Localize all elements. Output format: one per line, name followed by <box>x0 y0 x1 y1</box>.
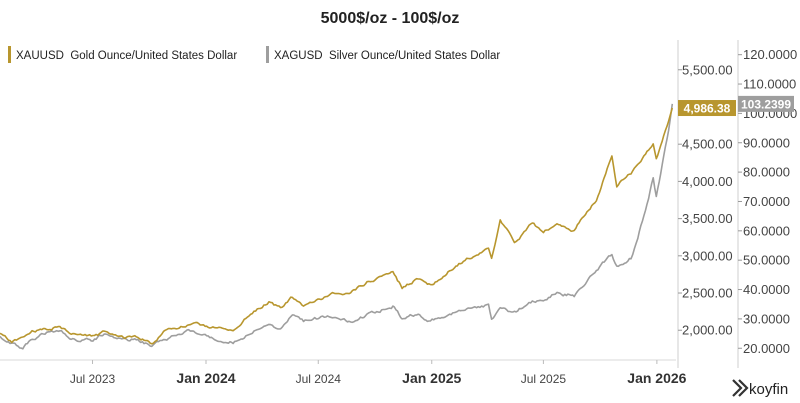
x-axis-tick-label: Jul 2024 <box>296 372 342 386</box>
x-axis-tick-label: Jan 2026 <box>627 370 686 386</box>
right-axis-tick-label: 120.0000 <box>743 47 797 62</box>
right-axis-tick-label: 50.0000 <box>743 253 790 268</box>
right-axis-tick-label: 60.0000 <box>743 223 790 238</box>
koyfin-logo-icon <box>732 379 749 397</box>
right-axis-tick-label: 40.0000 <box>743 282 790 297</box>
x-axis-tick-label: Jul 2023 <box>70 372 116 386</box>
left-axis-tick-label: 2,000.00 <box>682 323 733 338</box>
legend-gold-label: XAUUSD Gold Ounce/United States Dollar <box>16 50 237 62</box>
chart-title: 5000$/oz - 100$/oz <box>321 10 460 27</box>
right-axis-tick-label: 30.0000 <box>743 311 790 326</box>
left-axis-tick-label: 4,000.00 <box>682 174 733 189</box>
koyfin-logo: koyfin <box>732 379 788 398</box>
right-axis-tick-label: 90.0000 <box>743 135 790 150</box>
silver-last-value-badge <box>738 95 794 112</box>
gold-series-line <box>0 107 674 345</box>
gold-last-value-text: 4,986.38 <box>684 102 731 116</box>
left-axis-tick-label: 3,500.00 <box>682 211 733 226</box>
legend-gold-swatch <box>8 46 11 63</box>
left-axis-tick-label: 3,000.00 <box>682 248 733 263</box>
koyfin-logo-text: koyfin <box>749 381 788 398</box>
right-axis-tick-label: 80.0000 <box>743 165 790 180</box>
right-axis-tick-label: 110.0000 <box>743 77 796 92</box>
legend-silver-label: XAGUSD Silver Ounce/United States Dollar <box>274 50 500 62</box>
legend-silver-swatch <box>266 46 269 63</box>
x-axis-tick-label: Jan 2025 <box>402 370 461 386</box>
right-axis-tick-label: 20.0000 <box>743 341 790 356</box>
last-value-labels: 4,986.38 103.2399 <box>678 95 794 117</box>
left-axis-tick-label: 4,500.00 <box>682 137 733 152</box>
legend: XAUUSD Gold Ounce/United States Dollar X… <box>8 46 500 63</box>
x-axis-tick-label: Jul 2025 <box>521 372 567 386</box>
series-layer <box>0 103 674 350</box>
x-axis-tick-label: Jan 2024 <box>176 370 235 386</box>
left-axis-tick-label: 2,500.00 <box>682 286 733 301</box>
gold-last-value-badge <box>678 100 736 117</box>
silver-series-line <box>0 103 674 350</box>
silver-last-value-text: 103.2399 <box>741 97 791 111</box>
right-axis-tick-label: 70.0000 <box>743 194 790 209</box>
left-axis-tick-label: 5,500.00 <box>682 62 733 77</box>
